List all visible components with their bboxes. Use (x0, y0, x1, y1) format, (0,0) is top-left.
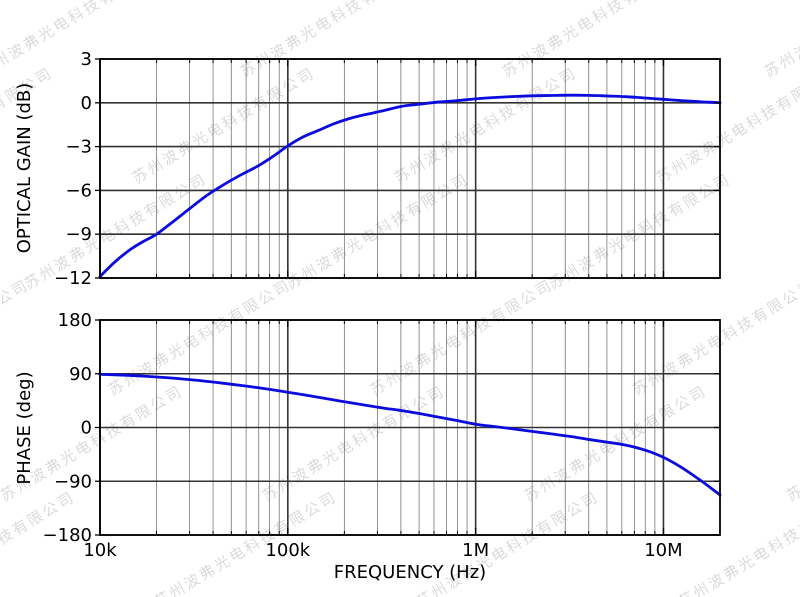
y-tick-label: −3 (65, 137, 92, 158)
optical-gain-subplot-curve (98, 93, 722, 278)
x-tick-label: 10M (644, 540, 682, 561)
gain-y-axis-title: OPTICAL GAIN (dB) (14, 83, 35, 254)
x-tick-label: 10k (83, 540, 117, 561)
y-tick-label: 0 (81, 418, 92, 439)
phase-subplot-curve (98, 372, 722, 497)
y-tick-label: 3 (81, 49, 92, 70)
y-tick-label: −9 (65, 224, 92, 245)
y-tick-label: −180 (43, 525, 92, 546)
y-tick-label: −12 (54, 268, 92, 289)
y-tick-label: 180 (58, 310, 92, 331)
optical-gain-subplot-frame (99, 58, 721, 279)
x-tick-label: 1M (462, 540, 489, 561)
y-tick-label: −90 (54, 471, 92, 492)
x-tick-label: 100k (265, 540, 310, 561)
phase-y-axis-title: PHASE (deg) (14, 371, 35, 484)
y-tick-label: 0 (81, 93, 92, 114)
y-tick-label: 90 (69, 364, 92, 385)
y-tick-label: −6 (65, 180, 92, 201)
x-axis-title: FREQUENCY (Hz) (334, 562, 486, 583)
